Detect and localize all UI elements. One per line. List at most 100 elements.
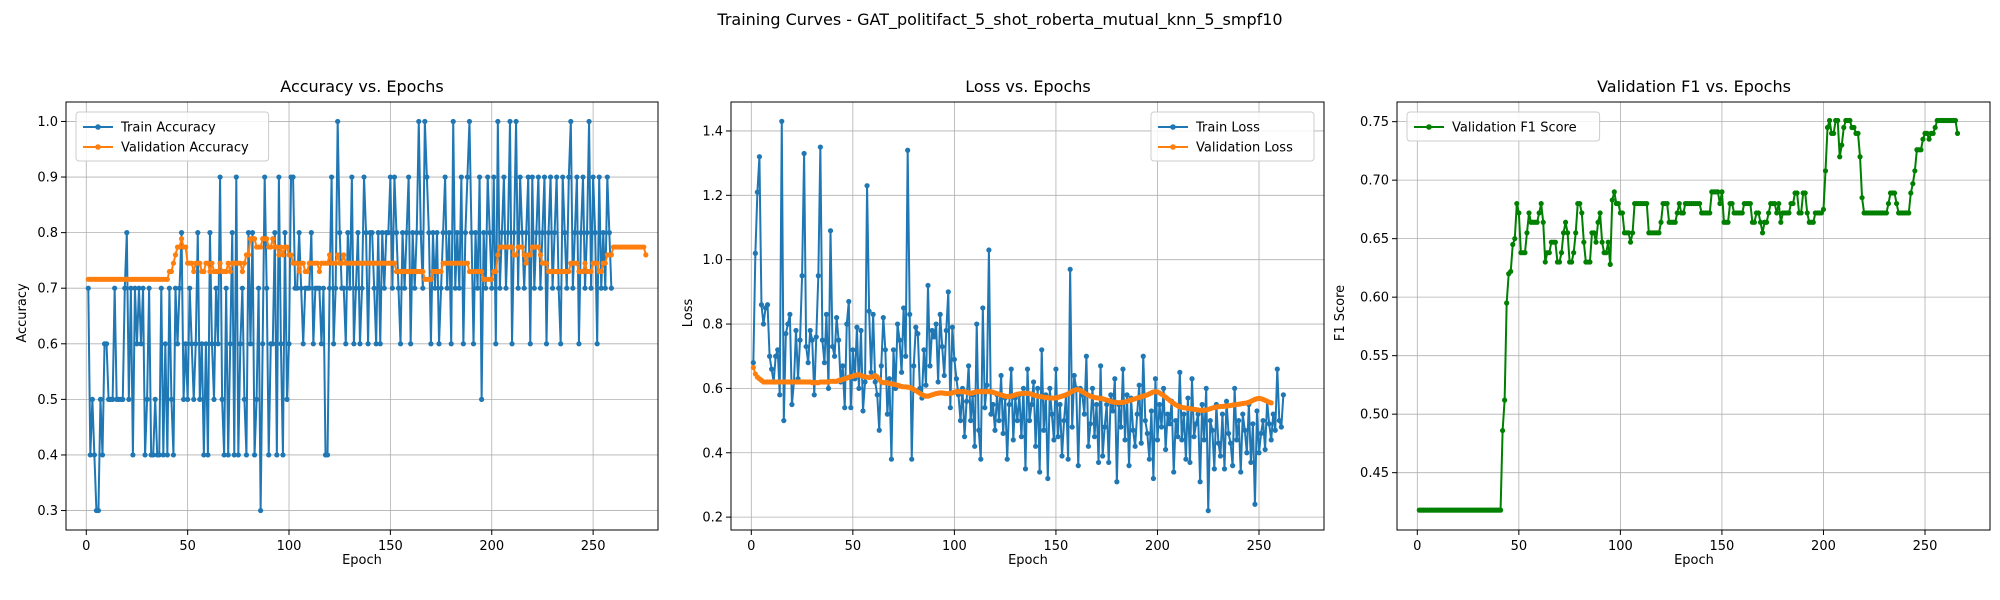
f1-point-validation-f1-score [1579, 210, 1585, 216]
loss-point-train-loss [1250, 421, 1256, 427]
accuracy-point-train-accuracy [87, 452, 93, 458]
loss-point-train-loss [1203, 385, 1209, 392]
loss-point-train-loss [831, 353, 838, 359]
f1-point-validation-f1-score [1719, 189, 1725, 195]
accuracy-point-train-accuracy [282, 230, 288, 236]
accuracy-point-train-accuracy [446, 230, 452, 236]
accuracy-point-train-accuracy [456, 285, 462, 291]
f1-point-validation-f1-score [1798, 210, 1804, 216]
loss-point-train-loss [1244, 450, 1250, 456]
accuracy-point-train-accuracy [598, 285, 604, 291]
accuracy-x-tick-label: 150 [378, 539, 403, 554]
accuracy-x-tick-label: 50 [179, 539, 196, 554]
accuracy-point-train-accuracy [209, 341, 215, 347]
accuracy-point-validation-accuracy [438, 268, 444, 275]
loss-point-train-loss [933, 321, 939, 327]
accuracy-point-validation-accuracy [245, 252, 252, 258]
accuracy-point-train-accuracy [199, 341, 205, 347]
accuracy-point-train-accuracy [89, 396, 95, 402]
f1-point-validation-f1-score [1569, 259, 1575, 265]
loss-point-train-loss [856, 385, 862, 392]
accuracy-point-train-accuracy [377, 341, 383, 347]
accuracy-point-train-accuracy [308, 230, 314, 236]
loss-point-train-loss [1075, 463, 1081, 469]
accuracy-point-validation-accuracy [258, 244, 264, 250]
f1-point-validation-f1-score [1847, 117, 1853, 124]
accuracy-point-train-accuracy [558, 341, 564, 347]
accuracy-point-validation-accuracy [464, 260, 471, 266]
loss-x-tick-label: 200 [1145, 539, 1170, 554]
loss-point-train-loss [1035, 385, 1041, 392]
loss-point-train-loss [911, 363, 917, 369]
f1-point-validation-f1-score [1725, 219, 1731, 225]
loss-point-train-loss [815, 273, 821, 279]
loss-point-train-loss [1053, 366, 1059, 372]
loss-point-train-loss [1104, 401, 1110, 408]
loss-point-train-loss [1010, 437, 1016, 443]
loss-point-train-loss [787, 311, 793, 317]
accuracy-point-train-accuracy [262, 174, 268, 180]
loss-point-train-loss [931, 334, 937, 340]
accuracy-point-validation-accuracy [296, 268, 302, 275]
accuracy-point-train-accuracy [395, 285, 402, 291]
loss-point-train-loss [862, 379, 868, 385]
loss-point-train-loss [1167, 421, 1173, 427]
loss-point-train-loss [972, 443, 978, 449]
accuracy-point-train-accuracy [460, 341, 466, 347]
accuracy-point-train-accuracy [479, 396, 485, 402]
accuracy-point-train-accuracy [501, 174, 507, 180]
f1-point-validation-f1-score [1534, 219, 1540, 225]
accuracy-point-train-accuracy [592, 230, 598, 236]
loss-point-train-loss [1142, 417, 1148, 424]
loss-point-train-loss [1262, 446, 1268, 453]
loss-point-train-loss [890, 347, 897, 353]
loss-point-train-loss [935, 379, 941, 385]
loss-point-train-loss [1232, 385, 1238, 392]
accuracy-point-train-accuracy [217, 174, 223, 180]
loss-point-train-loss [1154, 437, 1161, 443]
accuracy-point-train-accuracy [201, 452, 207, 458]
accuracy-point-train-accuracy [556, 285, 562, 291]
accuracy-point-train-accuracy [138, 341, 144, 347]
accuracy-point-train-accuracy [438, 285, 444, 291]
loss-point-train-loss [1124, 392, 1130, 398]
loss-point-train-loss [1095, 459, 1102, 466]
accuracy-point-train-accuracy [404, 230, 410, 236]
loss-point-train-loss [750, 360, 756, 366]
accuracy-point-train-accuracy [328, 174, 335, 180]
accuracy-point-train-accuracy [361, 174, 367, 180]
accuracy-point-train-accuracy [497, 285, 503, 291]
loss-point-train-loss [1254, 408, 1260, 414]
accuracy-point-train-accuracy [274, 452, 280, 458]
loss-point-train-loss [1098, 363, 1104, 369]
accuracy-point-train-accuracy [156, 452, 162, 458]
accuracy-point-validation-accuracy [209, 260, 215, 266]
loss-point-train-loss [1268, 437, 1274, 443]
loss-series-validation-loss [750, 364, 1274, 413]
loss-y-tick-label: 0.4 [702, 446, 723, 461]
accuracy-point-validation-accuracy [183, 244, 189, 250]
f1-point-validation-f1-score [1625, 230, 1632, 236]
accuracy-point-validation-accuracy [251, 236, 258, 242]
f1-point-validation-f1-score [1707, 210, 1713, 216]
accuracy-point-train-accuracy [416, 118, 422, 125]
accuracy-point-validation-accuracy [205, 260, 211, 266]
accuracy-point-train-accuracy [426, 230, 432, 236]
accuracy-point-train-accuracy [215, 341, 221, 347]
loss-point-train-loss [1197, 479, 1203, 485]
loss-point-train-loss [1215, 440, 1221, 446]
loss-point-train-loss [821, 360, 828, 366]
loss-point-train-loss [1252, 501, 1258, 507]
loss-x-axis-label: Epoch [1008, 553, 1048, 568]
loss-point-train-loss [1230, 463, 1236, 469]
loss-line-train-loss [752, 120, 1285, 512]
accuracy-point-train-accuracy [260, 341, 266, 347]
f1-point-validation-f1-score [1558, 250, 1565, 256]
loss-point-train-loss [1140, 353, 1146, 359]
loss-point-train-loss [1158, 424, 1165, 430]
accuracy-point-train-accuracy [379, 230, 385, 236]
accuracy-point-train-accuracy [450, 118, 456, 125]
accuracy-point-train-accuracy [381, 285, 387, 291]
accuracy-point-train-accuracy [231, 452, 237, 458]
f1-point-validation-f1-score [1546, 250, 1552, 256]
